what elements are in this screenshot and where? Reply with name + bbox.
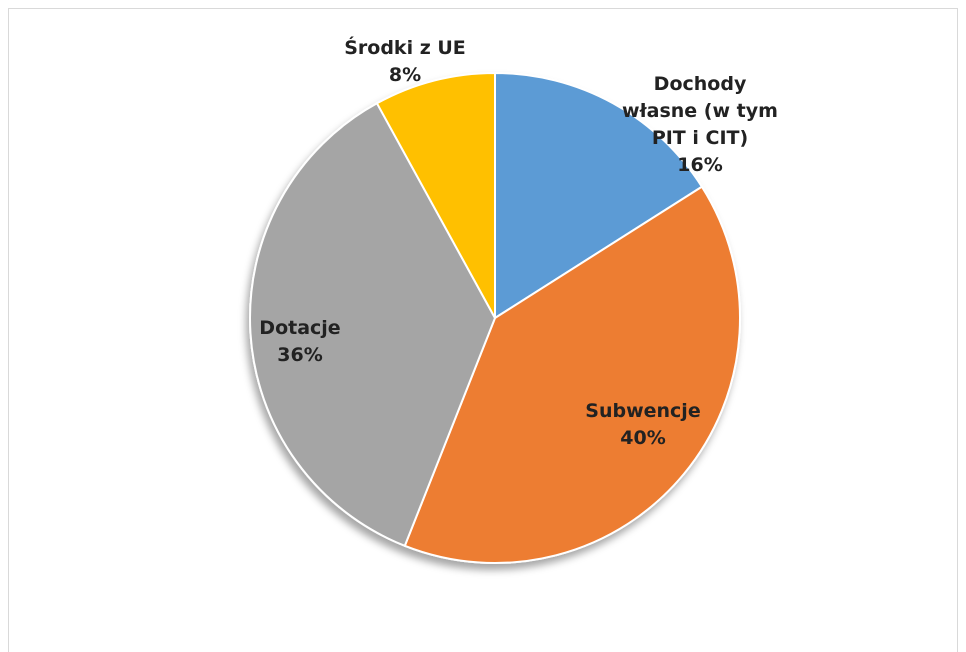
pie-slice [494,71,704,320]
pie-slice [249,101,497,548]
category-label: Subwencje [585,400,701,422]
pie-slice [375,71,496,319]
pie-slice [403,185,741,564]
category-label: Dotacje [259,317,341,339]
data-label: Dochody własne (w tym PIT i CIT) 16% [620,71,780,179]
chart-frame [8,8,958,652]
data-label: Subwencje 40% [573,398,713,452]
pie [249,71,741,564]
category-label: Środki z UE [344,37,466,59]
percent-label: 8% [388,64,422,86]
data-label: Środki z UE 8% [335,35,475,89]
percent-label: 36% [277,344,323,366]
percent-label: 16% [677,154,723,176]
category-label: Dochody własne (w tym PIT i CIT) [622,73,778,149]
percent-label: 40% [620,427,666,449]
data-label: Dotacje 36% [240,315,360,369]
